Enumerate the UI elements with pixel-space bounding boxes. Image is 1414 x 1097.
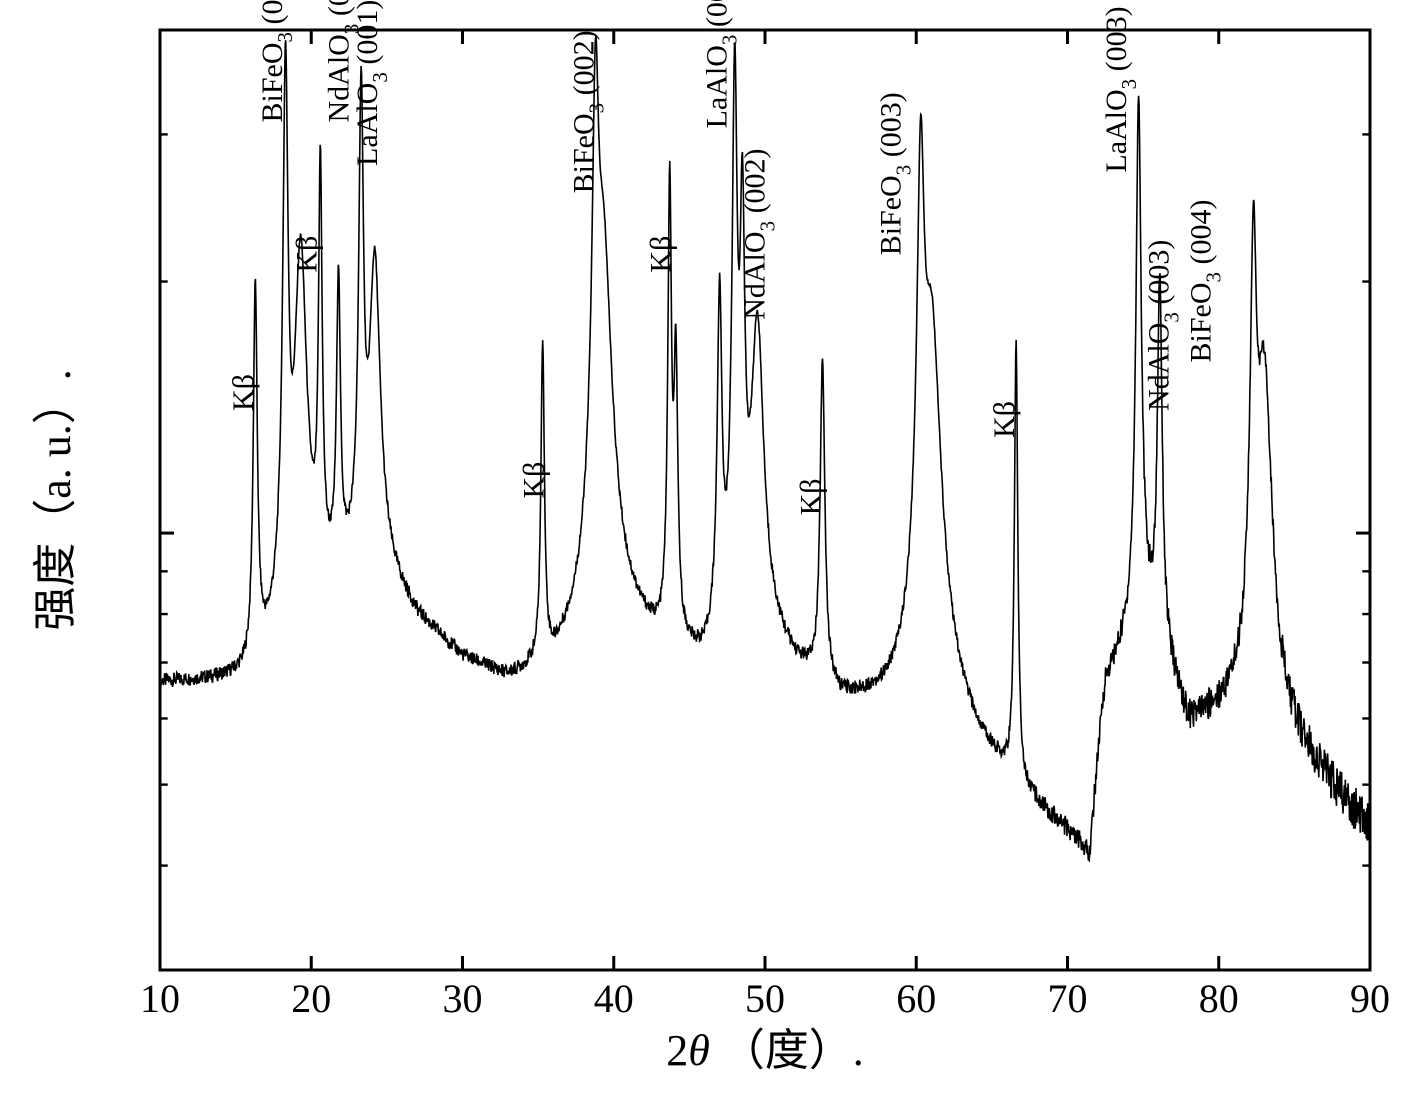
xtick-label: 90 xyxy=(1350,976,1390,1021)
peak-label: Kβ xyxy=(645,236,678,273)
peak-label: Kβ xyxy=(227,374,260,411)
svg-text:Kβ: Kβ xyxy=(227,374,260,411)
y-axis-label: 强度（a. u.）. xyxy=(31,369,80,631)
peak-label: Kβ xyxy=(291,236,324,273)
svg-text:Kβ: Kβ xyxy=(988,401,1021,438)
xtick-label: 50 xyxy=(745,976,785,1021)
svg-text:Kβ: Kβ xyxy=(794,478,827,515)
xrd-svg: 102030405060708090强度（a. u.）.2θ （度）.KβBiF… xyxy=(0,0,1414,1097)
peak-label: Kβ xyxy=(794,478,827,515)
xtick-label: 30 xyxy=(443,976,483,1021)
svg-text:Kβ: Kβ xyxy=(518,462,551,499)
svg-text:Kβ: Kβ xyxy=(291,236,324,273)
xtick-label: 10 xyxy=(140,976,180,1021)
xtick-label: 80 xyxy=(1199,976,1239,1021)
peak-label: Kβ xyxy=(518,462,551,499)
x-axis-label: 2θ （度）. xyxy=(666,1026,864,1075)
xtick-label: 20 xyxy=(291,976,331,1021)
xtick-label: 40 xyxy=(594,976,634,1021)
xrd-chart: 102030405060708090强度（a. u.）.2θ （度）.KβBiF… xyxy=(0,0,1414,1097)
svg-text:Kβ: Kβ xyxy=(645,236,678,273)
xtick-label: 60 xyxy=(896,976,936,1021)
xtick-label: 70 xyxy=(1048,976,1088,1021)
peak-label: Kβ xyxy=(988,401,1021,438)
